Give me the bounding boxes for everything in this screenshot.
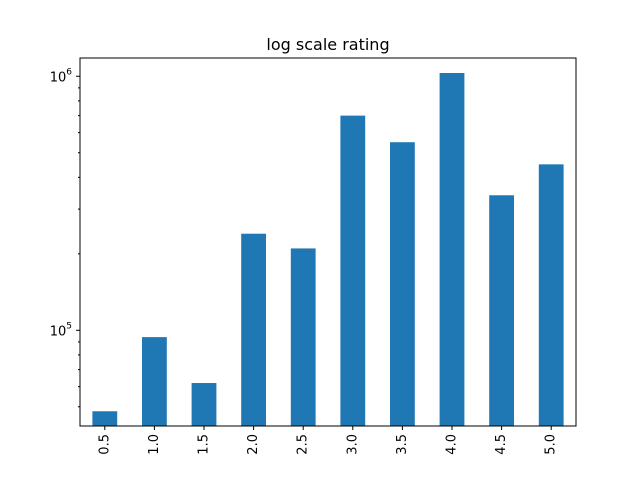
bar-rating-2.5 — [290, 248, 316, 426]
bars-layer — [92, 73, 564, 427]
bar-rating-4.5 — [489, 195, 514, 426]
bar-rating-3.0 — [340, 115, 366, 427]
bar-rating-2.0 — [241, 233, 266, 426]
plot-frame — [79, 57, 577, 427]
bar-rating-3.5 — [390, 142, 415, 426]
bar-rating-1.0 — [142, 337, 167, 426]
x-tick-label: 3.5 — [395, 434, 410, 455]
x-tick-label: 3.0 — [345, 434, 360, 455]
bar-rating-5.0 — [538, 164, 564, 427]
x-tick-label: 4.0 — [445, 434, 460, 455]
chart-title: log scale rating — [266, 35, 389, 54]
bar-rating-1.5 — [191, 383, 217, 426]
x-tick-label: 5.0 — [544, 434, 559, 455]
bar-rating-4.0 — [439, 73, 465, 426]
x-tick-label: 4.5 — [494, 434, 509, 455]
x-tick-label: 1.0 — [147, 434, 162, 455]
x-tick-label: 0.5 — [97, 434, 112, 455]
x-tick-label: 2.5 — [296, 434, 311, 455]
x-tick-label: 2.0 — [246, 434, 261, 455]
bar-rating-0.5 — [92, 411, 118, 426]
x-tick-label: 1.5 — [197, 434, 212, 455]
